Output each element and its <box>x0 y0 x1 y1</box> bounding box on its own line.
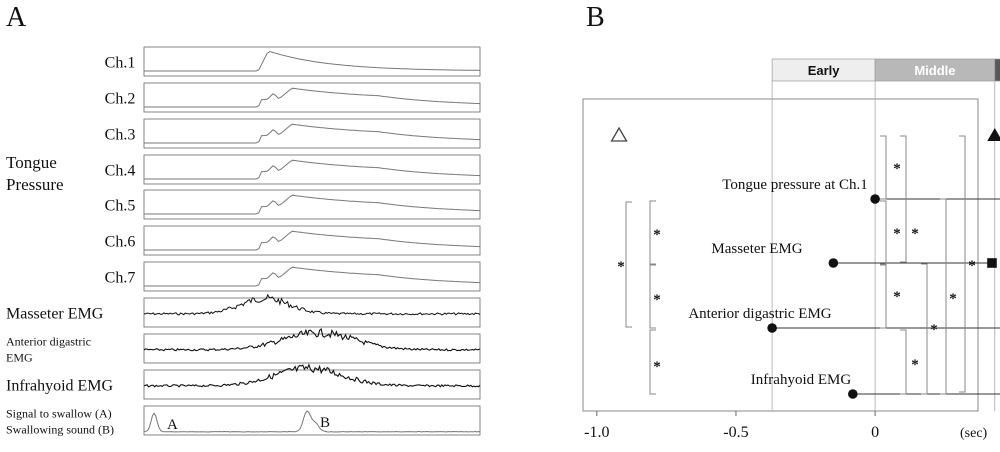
panel-b-label: B <box>586 2 605 33</box>
significance-bracket <box>900 329 907 395</box>
trace-frame <box>143 82 481 113</box>
trace-waveform <box>144 159 481 180</box>
trace-label-line: Swallowing sound (B) <box>6 423 114 437</box>
panel-a: Tongue Pressure Ch.1 Ch.2 Ch.3 Ch.4 Ch.5 Ch.6… <box>6 46 481 437</box>
panel-a-label: A <box>6 2 27 33</box>
significance-star: * <box>949 291 957 307</box>
trace-frame <box>143 297 481 328</box>
phase-segment <box>994 58 1000 82</box>
onset-marker <box>870 194 880 204</box>
onset-marker <box>767 323 777 333</box>
series-label: Masseter EMG <box>711 241 802 257</box>
trace-label: Ch.5 <box>105 198 136 215</box>
significance-star: * <box>968 258 976 274</box>
significance-bracket <box>880 264 887 329</box>
trace-label: Ch.2 <box>105 91 136 108</box>
significance-star: * <box>617 259 625 275</box>
trace-label: Ch.6 <box>105 234 136 251</box>
trace-label: Ch.1 <box>105 55 136 72</box>
trace-label-line: Signal to swallow (A) <box>6 407 112 421</box>
trace-label: Ch.3 <box>105 127 136 144</box>
plot-frame <box>582 98 979 412</box>
trace-label-line: EMG <box>6 351 33 365</box>
significance-bracket <box>880 135 887 200</box>
significance-bracket <box>649 329 656 395</box>
trace-frame <box>143 154 481 185</box>
offset-marker <box>987 258 997 268</box>
significance-star: * <box>930 322 938 338</box>
trace-waveform <box>144 266 481 287</box>
trace-waveform <box>143 410 481 433</box>
trace-label-line: Anterior digastric <box>6 335 91 349</box>
trace-label: Ch.4 <box>105 163 136 180</box>
significance-bracket <box>959 135 966 393</box>
onset-marker <box>848 389 858 399</box>
tongue-pressure-label-line1: Tongue <box>6 153 57 172</box>
tongue-pressure-label-line2: Pressure <box>6 175 64 194</box>
signal-marker-a: A <box>167 417 178 433</box>
significance-star: * <box>911 226 919 242</box>
series-label: Infrahyoid EMG <box>751 372 852 388</box>
phase-label: Early <box>808 63 841 78</box>
trace-label: Infrahyoid EMG <box>6 378 114 395</box>
x-tick-label: -0.5 <box>723 424 748 441</box>
significance-bracket <box>649 264 656 329</box>
significance-star: * <box>653 292 661 308</box>
significance-star: * <box>653 359 661 375</box>
trace-label: Masseter EMG <box>6 306 104 323</box>
significance-bracket <box>880 200 887 265</box>
x-tick-label: -1.0 <box>584 424 609 441</box>
significance-star: * <box>911 357 919 373</box>
significance-bracket <box>921 263 928 395</box>
trace-frame <box>143 225 481 256</box>
significance-bracket <box>649 200 656 265</box>
trace-waveform <box>143 363 481 388</box>
trace-frame <box>143 405 481 436</box>
panel-b: EarlyMiddleLate Tongue pressure at Ch.1M… <box>582 58 1000 441</box>
significance-star: * <box>893 289 901 305</box>
trace-frame <box>143 369 481 400</box>
trace-frame <box>143 118 481 149</box>
trace-frame <box>143 333 481 364</box>
x-axis: -1.0-0.500.51.01.5 <box>584 411 879 441</box>
significance-bracket <box>900 135 907 263</box>
series-label: Anterior digastric EMG <box>688 306 831 322</box>
x-tick-label: 0 <box>871 424 879 441</box>
significance-bracket <box>625 201 632 328</box>
series-label: Tongue pressure at Ch.1 <box>722 177 868 193</box>
phase-bar: EarlyMiddleLate <box>771 58 1000 82</box>
trace-frame <box>143 189 481 220</box>
significance-bracket <box>940 198 947 395</box>
series-group: Tongue pressure at Ch.1 Masseter EMG Anter… <box>688 177 1000 399</box>
trace-waveform <box>144 123 481 144</box>
trace-waveform <box>144 194 481 215</box>
phase-label: Middle <box>914 63 955 78</box>
x-axis-unit: (sec) <box>960 426 988 441</box>
trace-label: Ch.7 <box>105 270 136 287</box>
filled-triangle-icon <box>987 128 1000 141</box>
significance-star: * <box>893 226 901 242</box>
significance-star: * <box>653 227 661 243</box>
trace-waveform <box>144 230 481 251</box>
trace-waveform <box>144 50 481 72</box>
trace-frame <box>143 261 481 292</box>
open-triangle-icon <box>610 126 628 142</box>
onset-marker <box>828 258 839 268</box>
trace-waveform <box>143 328 481 352</box>
trace-waveform <box>143 293 481 316</box>
significance-star: * <box>893 161 901 177</box>
trace-group: Ch.1 Ch.2 Ch.3 Ch.4 Ch.5 Ch.6 Ch.7 Masseter EMG… <box>6 46 481 437</box>
trace-waveform <box>144 87 481 108</box>
signal-marker-b: B <box>320 415 330 431</box>
significance-brackets: * * * * * * * * * * * * <box>617 135 976 395</box>
